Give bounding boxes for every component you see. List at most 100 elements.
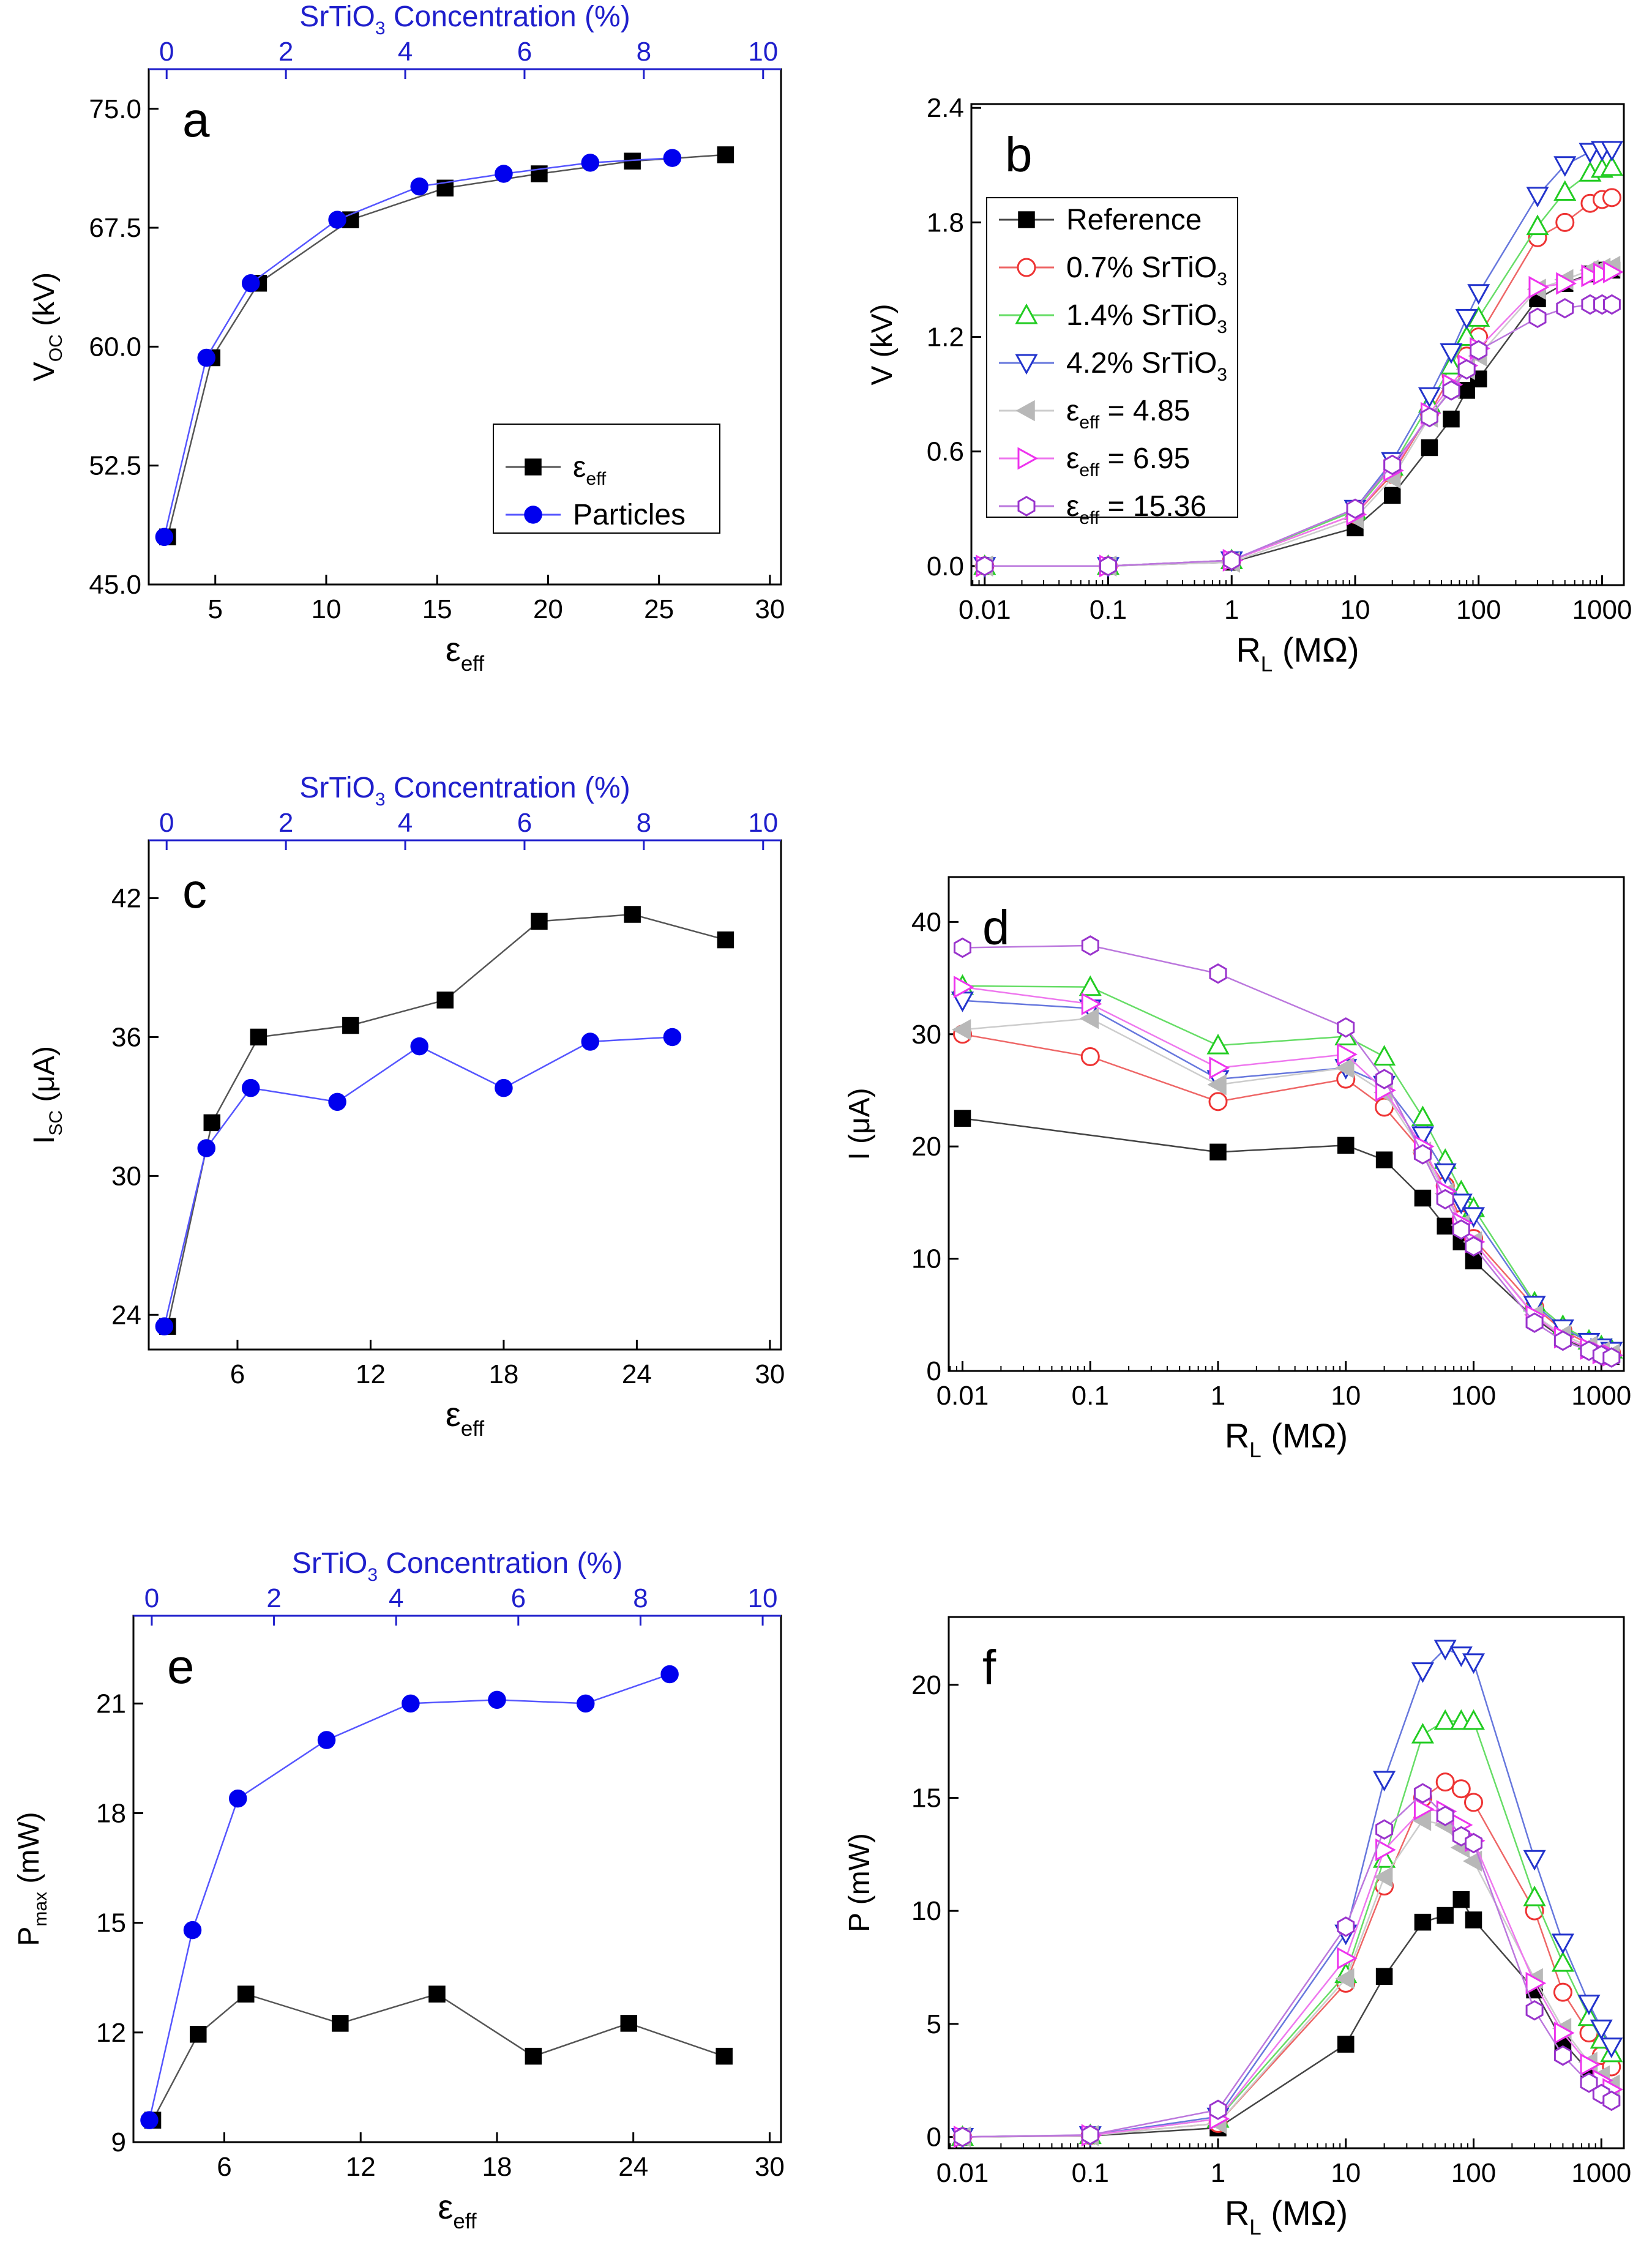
data-point (410, 177, 428, 196)
data-point (183, 1921, 202, 1940)
data-point (1602, 260, 1624, 284)
top-x-tick-label: 2 (266, 1583, 281, 1613)
x-tick-label: 12 (356, 1359, 386, 1389)
panel-b: 0.01 0.1 1 10 100 1000 0.0 0.6 1.2 1.8 2.4 RL (MΩ) V… (866, 93, 1632, 676)
data-point (1081, 992, 1102, 1015)
data-point (1602, 2090, 1621, 2112)
x-tick-label: 10 (1331, 1381, 1361, 1411)
y-tick-label: 24 (111, 1300, 141, 1330)
panel-label: c (182, 864, 207, 918)
data-point (250, 1028, 267, 1046)
data-point (1440, 343, 1463, 364)
y-tick-label: 30 (911, 1020, 941, 1050)
data-point (1373, 1771, 1396, 1792)
data-point (660, 1665, 679, 1684)
x-tick-label: 100 (1451, 2158, 1496, 2188)
data-point (1337, 1017, 1355, 1038)
y-tick-label: 52.5 (89, 451, 141, 481)
legend-label: εeff (573, 451, 607, 489)
series-line (962, 985, 1612, 1351)
data-point (1206, 1034, 1230, 1055)
data-point (954, 976, 974, 999)
data-point (1523, 1850, 1546, 1871)
data-point (1443, 410, 1460, 428)
data-point (1553, 1982, 1572, 2002)
data-point (1375, 1968, 1393, 1985)
data-point (328, 1092, 346, 1111)
legend-label: εeff = 4.85 (1066, 395, 1190, 433)
data-point (317, 1731, 336, 1749)
x-tick-label: 1 (1211, 2158, 1225, 2188)
series-line (962, 1017, 1612, 1355)
top-x-tick-label: 6 (511, 1583, 526, 1613)
legend-label: Reference (1066, 204, 1202, 236)
data-point (1526, 214, 1549, 236)
y-axis-title: I (μA) (843, 1088, 876, 1160)
x-tick-label: 1000 (1572, 595, 1632, 625)
data-point (1418, 387, 1441, 408)
top-x-tick-label: 0 (144, 1583, 159, 1613)
data-point (1335, 1057, 1355, 1079)
y-axis-title: VOC (kV) (28, 272, 66, 381)
x-tick-label: 0.1 (1089, 595, 1127, 625)
data-point (1553, 1330, 1572, 1351)
x-tick-label: 18 (482, 2152, 512, 2182)
series-6 (976, 294, 1621, 577)
data-point (1414, 1189, 1432, 1207)
y-tick-label: 30 (111, 1161, 141, 1191)
series-1 (953, 1772, 1621, 2147)
y-tick-label: 5 (927, 2009, 941, 2039)
data-point (1411, 1126, 1434, 1147)
y-tick-label: 0.0 (927, 551, 964, 581)
data-point (1411, 1105, 1434, 1126)
panel-label: f (982, 1640, 996, 1695)
legend: εeff Particles (493, 424, 720, 534)
series-line (163, 157, 673, 537)
data-point (1462, 1653, 1486, 1674)
series-line (962, 1808, 1612, 2138)
y-tick-label: 20 (911, 1132, 941, 1162)
data-point (1081, 2124, 1099, 2145)
data-point (1600, 141, 1623, 162)
x-tick-label: 1000 (1571, 2158, 1631, 2188)
x-tick-label: 18 (488, 1359, 518, 1389)
legend-label: 1.4% SrTiO3 (1066, 299, 1227, 337)
top-axis-title: SrTiO3 Concentration (%) (292, 1547, 622, 1585)
data-point (1375, 1151, 1393, 1168)
y-tick-label: 36 (111, 1022, 141, 1052)
x-axis-title: εeff (438, 2187, 477, 2233)
data-point (1580, 2072, 1598, 2093)
data-point (1455, 308, 1478, 330)
data-point (1437, 1217, 1454, 1235)
y-tick-label: 20 (911, 1670, 941, 1700)
data-point (436, 991, 454, 1009)
top-x-tick-label: 10 (748, 808, 778, 838)
data-point (954, 2126, 971, 2148)
data-point (1435, 1772, 1455, 1792)
series-1 (155, 149, 682, 547)
data-point (229, 1789, 247, 1808)
data-point (1603, 294, 1621, 315)
series-line (962, 1820, 1612, 2138)
data-point (1433, 1163, 1457, 1184)
data-point (1080, 1047, 1100, 1066)
data-point (1337, 1137, 1355, 1154)
data-point (1373, 1045, 1396, 1066)
data-point (1600, 2037, 1623, 2058)
data-point (428, 1985, 446, 2003)
y-tick-label: 0 (927, 2123, 941, 2153)
data-point (197, 348, 215, 367)
data-point (1525, 2000, 1544, 2021)
y-axis-title: Pmax (mW) (13, 1812, 51, 1946)
data-point (663, 149, 682, 167)
top-x-tick-label: 8 (637, 808, 651, 838)
y-tick-label: 1.2 (927, 323, 964, 353)
y-axis-title: P (mW) (843, 1833, 876, 1932)
panel-d: 0.01 0.1 1 10 100 1000 0 10 20 30 40 RL (MΩ) I (μA) d (843, 876, 1631, 1462)
data-point (620, 2015, 638, 2032)
data-point (1553, 2022, 1575, 2045)
data-point (1222, 550, 1241, 571)
plot-frame (132, 1615, 782, 2143)
x-tick-label: 5 (207, 594, 222, 624)
data-point (1462, 1709, 1486, 1730)
